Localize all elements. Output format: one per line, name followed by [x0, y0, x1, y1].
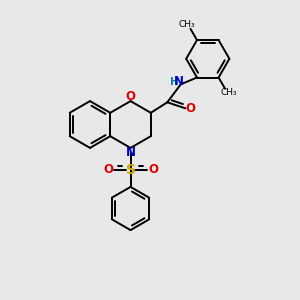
Text: O: O — [125, 90, 136, 103]
Text: O: O — [103, 163, 113, 176]
Text: O: O — [148, 163, 158, 176]
Text: S: S — [125, 163, 136, 176]
Text: O: O — [186, 102, 196, 116]
Text: CH₃: CH₃ — [178, 20, 195, 29]
Text: N: N — [125, 146, 136, 159]
Text: CH₃: CH₃ — [220, 88, 237, 97]
Text: H: H — [170, 77, 178, 87]
Text: N: N — [174, 75, 184, 88]
